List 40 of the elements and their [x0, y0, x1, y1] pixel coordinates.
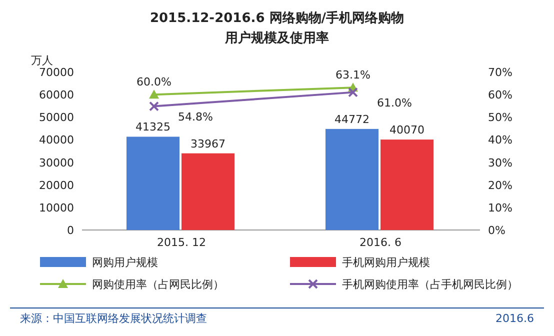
- y-tick-label: 10000: [39, 201, 74, 214]
- x-tick-label: 2015. 12: [157, 236, 206, 249]
- chart-title: 2015.12-2016.6 网络购物/手机网络购物: [150, 10, 404, 26]
- x-tick-label: 2016. 6: [360, 236, 402, 249]
- y-tick-label: 70000: [39, 66, 74, 79]
- y2-tick-label: 0%: [488, 224, 506, 237]
- data-label: 54.8%: [178, 110, 213, 124]
- y2-tick-label: 10%: [488, 201, 512, 214]
- data-label: 41325: [136, 120, 170, 134]
- y-tick-label: 0: [67, 224, 74, 237]
- legend-label: 手机网购用户规模: [342, 256, 430, 269]
- y-tick-label: 50000: [39, 111, 74, 124]
- y2-tick-label: 40%: [488, 134, 512, 147]
- y-tick-label: 40000: [39, 134, 74, 147]
- data-label: 33967: [190, 137, 226, 150]
- bar: [326, 128, 378, 230]
- text: 2016.6: [496, 312, 534, 325]
- bar: [182, 153, 234, 230]
- data-label: 44772: [334, 112, 370, 126]
- source-note: 来源：中国互联网络发展状况统计调查: [20, 312, 207, 325]
- y-tick-label: 60000: [39, 88, 74, 102]
- y2-tick-label: 60%: [488, 88, 512, 102]
- y2-tick-label: 50%: [488, 111, 512, 124]
- data-label: 63.1%: [336, 68, 370, 82]
- y2-tick-label: 70%: [488, 66, 512, 79]
- legend-label: 网购用户规模: [92, 256, 158, 269]
- legend-label: 网购使用率（占网民比例）: [92, 278, 224, 291]
- bar: [126, 136, 180, 230]
- y-axis-title: 万人: [31, 54, 53, 67]
- point: [149, 101, 159, 112]
- data-label: 60.0%: [136, 76, 172, 89]
- y2-tick-label: 20%: [488, 178, 512, 192]
- y-tick-label: 30000: [39, 156, 74, 170]
- legend-label: 手机网购使用率（占手机网民比例）: [342, 278, 518, 291]
- data-label: 40070: [390, 124, 424, 137]
- y2-tick-label: 30%: [488, 156, 512, 170]
- bar: [380, 140, 434, 230]
- y-tick-label: 20000: [39, 178, 74, 192]
- chart-subtitle: 用户规模及使用率: [224, 30, 329, 46]
- data-label: 61.0%: [377, 96, 412, 110]
